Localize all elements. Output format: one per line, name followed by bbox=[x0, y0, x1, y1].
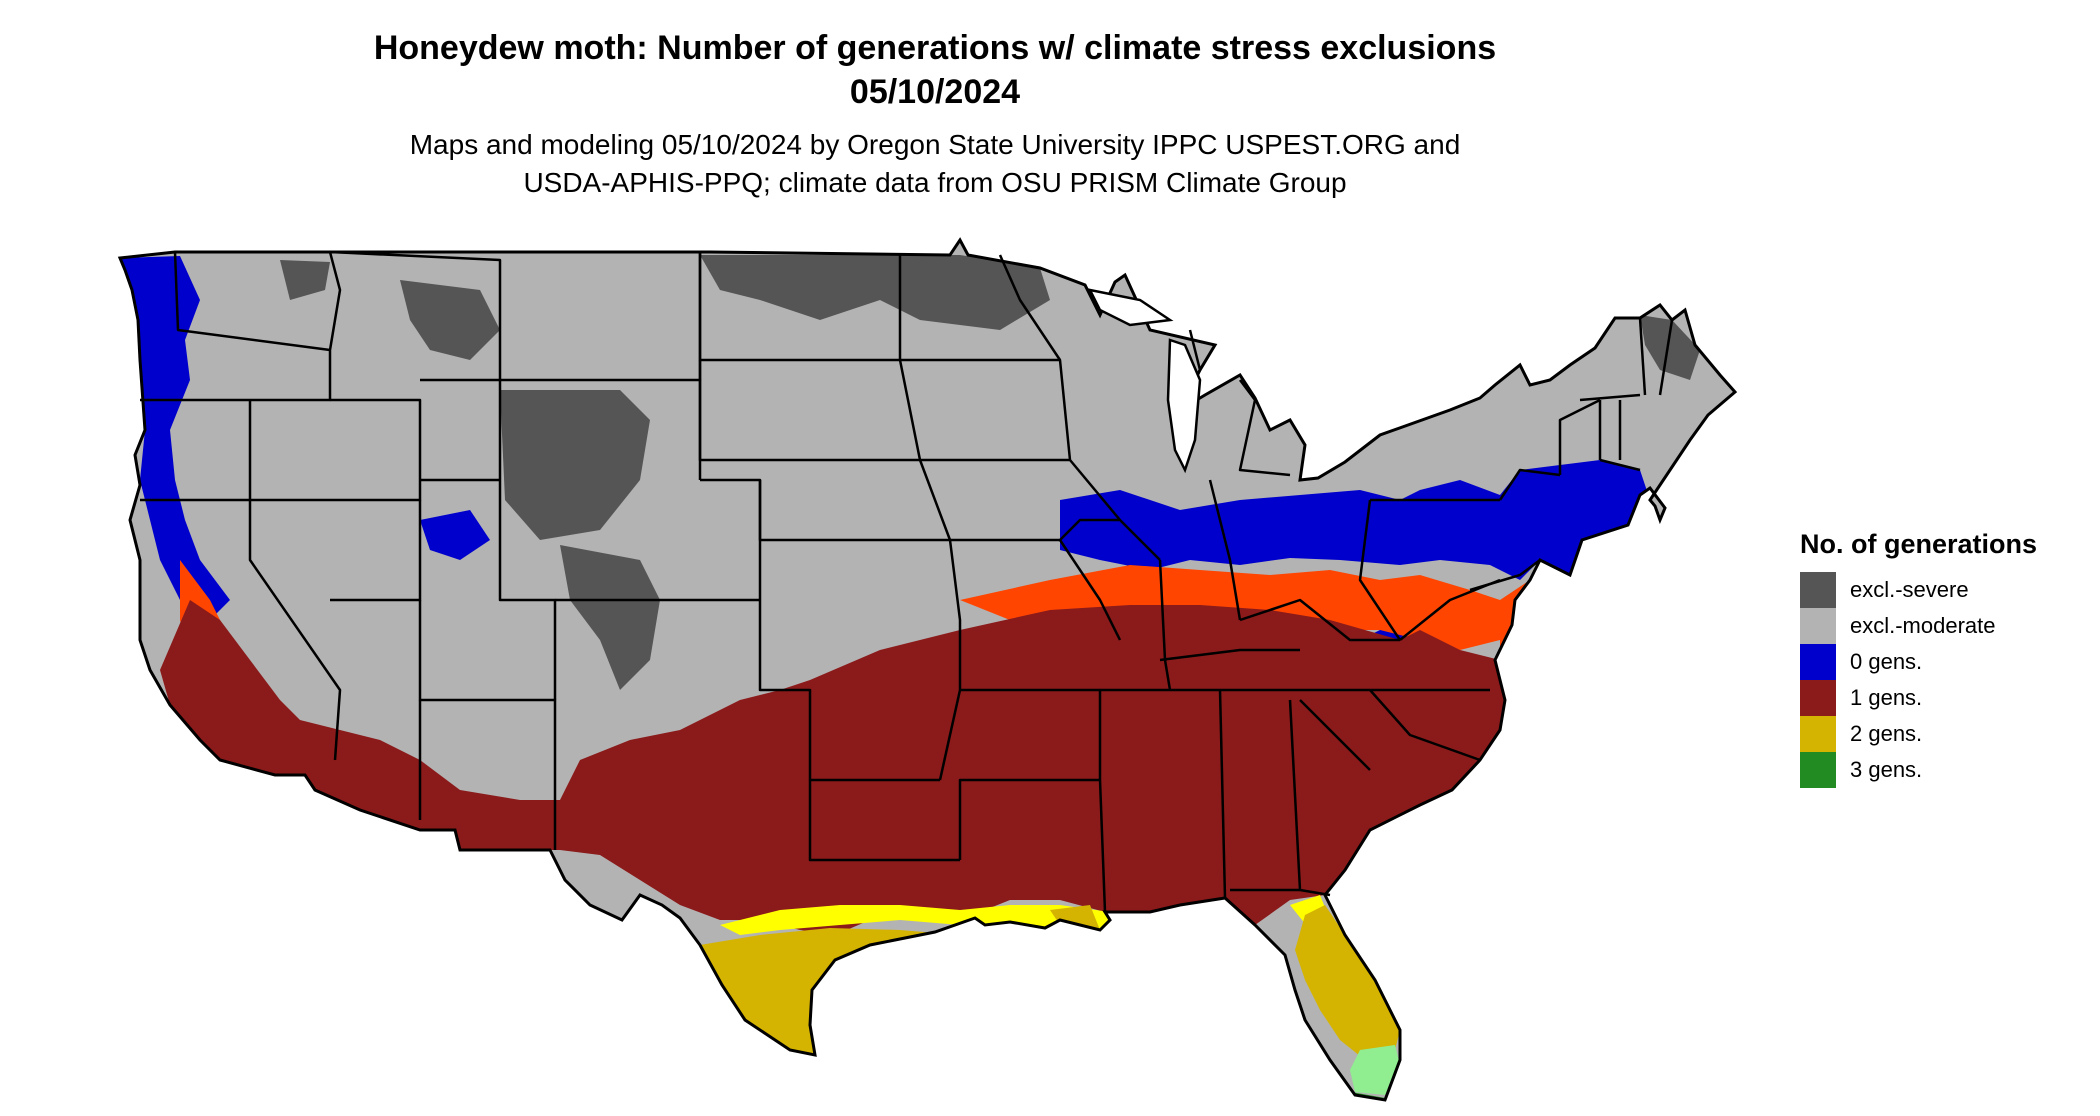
legend-label: 3 gens. bbox=[1850, 757, 1923, 782]
legend-label: excl.-severe bbox=[1850, 577, 1969, 602]
legend-label: 2 gens. bbox=[1850, 721, 1923, 746]
legend-item: 2 gens. bbox=[1800, 716, 2040, 752]
zone-one-gens bbox=[160, 600, 1512, 935]
map-credits-line2: USDA-APHIS-PPQ; climate data from OSU PR… bbox=[523, 167, 1347, 198]
zone-excl-severe bbox=[280, 255, 1700, 690]
legend-swatch bbox=[1800, 572, 1836, 608]
legend-item: 3 gens. bbox=[1800, 752, 2040, 788]
legend-item: 1 gens. bbox=[1800, 680, 2040, 716]
legend-list: excl.-severe excl.-moderate 0 gens. 1 gens.… bbox=[1800, 572, 2040, 788]
legend-label: excl.-moderate bbox=[1850, 613, 1996, 638]
legend-item: excl.-severe bbox=[1800, 572, 2040, 608]
map-title: Honeydew moth: Number of generations w/ … bbox=[373, 29, 1497, 67]
map-credits-line1: Maps and modeling 05/10/2024 by Oregon S… bbox=[409, 129, 1461, 160]
legend-swatch bbox=[1800, 644, 1836, 680]
legend-swatch bbox=[1800, 680, 1836, 716]
map-legend: No. of generations excl.-severe excl.-mod… bbox=[1800, 528, 2040, 788]
legend-title: No. of generations bbox=[1800, 529, 2038, 559]
legend-label: 1 gens. bbox=[1850, 685, 1923, 710]
map-date: 05/10/2024 bbox=[849, 73, 1021, 111]
us-generations-map bbox=[118, 238, 1737, 1102]
legend-label: 0 gens. bbox=[1850, 649, 1923, 674]
generation-zones bbox=[120, 255, 1700, 1100]
legend-item: 0 gens. bbox=[1800, 644, 2040, 680]
legend-swatch bbox=[1800, 716, 1836, 752]
state-borders bbox=[140, 250, 1674, 913]
great-lakes bbox=[1087, 288, 1202, 474]
legend-item: excl.-moderate bbox=[1800, 608, 2040, 644]
legend-swatch bbox=[1800, 608, 1836, 644]
legend-swatch bbox=[1800, 752, 1836, 788]
